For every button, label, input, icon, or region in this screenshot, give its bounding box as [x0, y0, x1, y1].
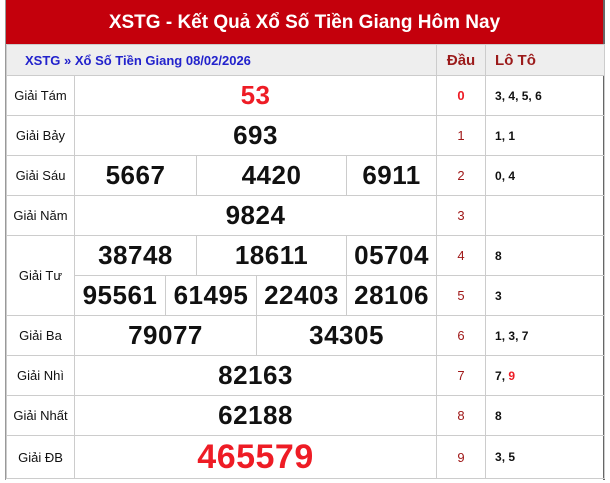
- prize-number: 61495: [165, 275, 257, 316]
- loto-value: [485, 195, 606, 236]
- prize-number: 6911: [345, 155, 438, 196]
- loto-value: 3, 4, 5, 6: [485, 75, 606, 116]
- prize-number: 34305: [255, 315, 438, 356]
- dau-value: 4: [436, 235, 487, 276]
- loto-tail: 7,: [495, 368, 509, 383]
- prize-label: Giải Tư: [6, 235, 75, 316]
- loto-value: 1, 1: [485, 115, 606, 156]
- dau-value: 5: [436, 275, 487, 316]
- prize-label: Giải Tám: [6, 75, 75, 116]
- prize-number: 9824: [73, 195, 438, 236]
- prize-number: 5667: [74, 155, 197, 196]
- dau-header: Đầu: [436, 44, 487, 76]
- prize-label: Giải Bảy: [6, 115, 75, 156]
- loto-value: 8: [485, 235, 606, 276]
- loto-value: 3, 5: [485, 435, 606, 479]
- prize-number: 82163: [73, 355, 438, 396]
- loto-value: 0, 4: [485, 155, 606, 196]
- prize-number: 05704: [345, 235, 438, 276]
- prize-label: Giải Ba: [6, 315, 75, 356]
- breadcrumb-link[interactable]: XSTG » Xổ Số Tiền Giang 08/02/2026: [25, 52, 251, 68]
- dau-value: 2: [436, 155, 487, 196]
- prize-number: 18611: [196, 235, 347, 276]
- dau-value: 1: [436, 115, 487, 156]
- loto-value: 7, 9: [485, 355, 606, 396]
- prize-label: Giải Sáu: [6, 155, 75, 196]
- prize-label: Giải ĐB: [6, 435, 75, 479]
- results-table-container: XSTG - Kết Quả Xổ Số Tiền Giang Hôm Nay …: [5, 0, 606, 480]
- loto-tail-highlight: 9: [508, 368, 516, 383]
- dau-value: 6: [436, 315, 487, 356]
- special-prize-number: 465579: [73, 435, 438, 479]
- prize-label: Giải Năm: [6, 195, 75, 236]
- prize-number: 693: [73, 115, 438, 156]
- prize-number: 62188: [73, 395, 438, 436]
- prize-number: 38748: [74, 235, 197, 276]
- prize-label: Giải Nhất: [6, 395, 75, 436]
- prize-number: 4420: [196, 155, 347, 196]
- prize-number: 53: [73, 75, 438, 116]
- dau-value: 8: [436, 395, 487, 436]
- dau-value: 7: [436, 355, 487, 396]
- breadcrumb[interactable]: XSTG » Xổ Số Tiền Giang 08/02/2026: [5, 44, 438, 76]
- loto-header: Lô Tô: [485, 44, 606, 76]
- prize-number: 95561: [74, 275, 166, 316]
- loto-value: 1, 3, 7: [485, 315, 606, 356]
- dau-value: 3: [436, 195, 487, 236]
- prize-label: Giải Nhì: [6, 355, 75, 396]
- prize-number: 79077: [74, 315, 257, 356]
- loto-value: 8: [485, 395, 606, 436]
- results-table: XSTG » Xổ Số Tiền Giang 08/02/2026 Đầu L…: [5, 44, 606, 479]
- dau-value: 9: [436, 435, 487, 479]
- loto-value: 3: [485, 275, 606, 316]
- page-title: XSTG - Kết Quả Xổ Số Tiền Giang Hôm Nay: [6, 0, 603, 44]
- prize-number: 22403: [256, 275, 347, 316]
- prize-number: 28106: [345, 275, 438, 316]
- dau-value: 0: [436, 75, 487, 116]
